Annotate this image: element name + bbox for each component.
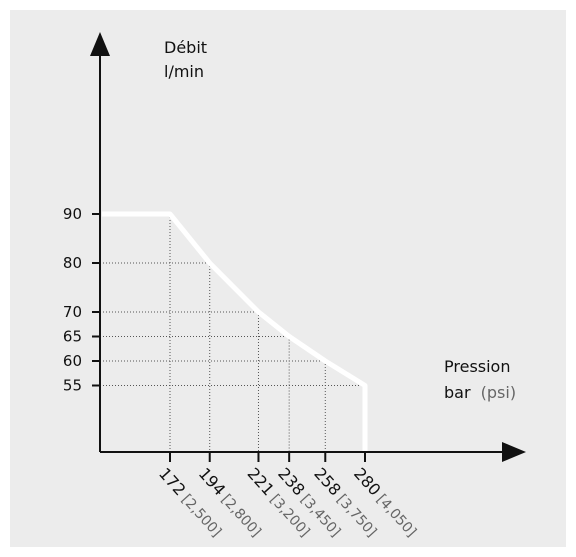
y-tick-label: 65 — [63, 328, 82, 346]
x-axis-unit-psi: (psi) — [481, 383, 516, 402]
y-tick-label: 80 — [63, 254, 82, 272]
x-tick-psi-value: [2,500] — [178, 492, 224, 541]
x-tick-psi-value: [3,750] — [333, 492, 379, 541]
y-axis-arrow — [90, 32, 110, 56]
x-axis-title-line2: bar (psi) — [444, 383, 516, 402]
y-axis-title-line2: l/min — [164, 62, 204, 81]
x-tick-psi-value: [2,800] — [218, 492, 264, 541]
x-tick-bar-value: 258 — [310, 464, 345, 499]
x-tick-bar-value: 280 — [350, 464, 385, 499]
y-tick-label: 70 — [63, 303, 82, 321]
flow-pressure-chart: 90 80 70 65 60 55 172[2,500]194[2,800]221[3,2… — [63, 32, 526, 541]
x-tick-bar-value: 172 — [155, 464, 190, 499]
x-axis-unit-bar: bar — [444, 383, 471, 402]
y-axis-title-line1: Débit — [164, 38, 207, 57]
x-axis-title-line1: Pression — [444, 357, 510, 376]
flow-curve — [102, 211, 368, 451]
y-ticks: 90 80 70 65 60 55 — [63, 205, 100, 395]
x-tick-psi-value: [4,050] — [373, 492, 419, 541]
y-tick-label: 55 — [63, 377, 82, 395]
grid-lines — [100, 214, 365, 452]
x-tick-bar-value: 221 — [243, 464, 278, 499]
y-tick-label: 90 — [63, 205, 82, 223]
x-tick-bar-value: 194 — [195, 464, 230, 499]
chart-area: 90 80 70 65 60 55 172[2,500] 194[2,800] 221[3,2… — [10, 10, 566, 547]
x-axis-arrow — [502, 442, 526, 462]
x-ticks: 172[2,500]194[2,800]221[3,200]238[3,450]… — [155, 452, 419, 541]
y-tick-label: 60 — [63, 352, 82, 370]
